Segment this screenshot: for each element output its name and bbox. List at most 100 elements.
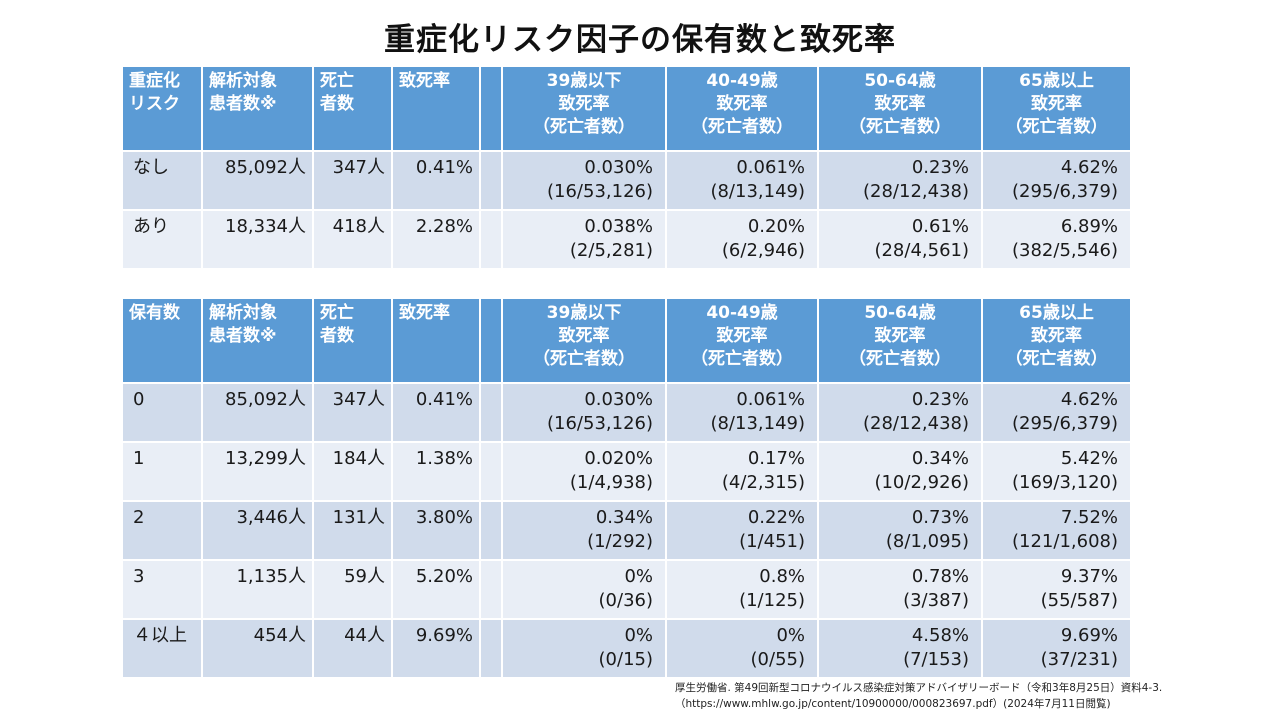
header-age-under-39: 39歳以下 致死率 （死亡者数） — [501, 65, 667, 152]
row-label: 1 — [121, 441, 203, 502]
spacer-cell — [479, 150, 503, 211]
spacer-cell — [479, 209, 503, 270]
age-rate: 0.030% — [584, 389, 653, 410]
age-detail: (10/2,926) — [874, 472, 969, 493]
age-detail: (295/6,379) — [1012, 181, 1118, 202]
age-rate: 5.42% — [1060, 448, 1118, 469]
table-row: 2 3,446人 131人 3.80% 0.34% (1/292) 0.22% (1/451)… — [121, 500, 1132, 561]
age-rate: 4.62% — [1060, 389, 1118, 410]
age-detail: (7/153) — [903, 649, 969, 670]
age-detail: (1/125) — [739, 590, 805, 611]
rate-cell: 1.38% — [391, 441, 481, 502]
table-header: 保有数 解析対象 患者数※ 死亡 者数 致死率 39歳以下 致死率 （死亡者数）… — [121, 297, 1132, 384]
age-rate: 0.061% — [736, 157, 805, 178]
patients-cell: 454人 — [201, 618, 314, 679]
header-deaths: 死亡 者数 — [312, 65, 393, 152]
spacer-cell — [479, 559, 503, 620]
age-detail: (0/55) — [750, 649, 805, 670]
age-detail: (16/53,126) — [547, 413, 653, 434]
header-patients: 解析対象 患者数※ — [201, 297, 314, 384]
age-detail: (0/15) — [598, 649, 653, 670]
risk-presence-table: 重症化 リスク 解析対象 患者数※ 死亡 者数 致死率 39歳以下 致死率 （死… — [121, 65, 1132, 270]
age-detail: (121/1,608) — [1012, 531, 1118, 552]
deaths-cell: 347人 — [312, 382, 393, 443]
age-rate: 0.22% — [747, 507, 805, 528]
header-deaths: 死亡 者数 — [312, 297, 393, 384]
row-label: 2 — [121, 500, 203, 561]
age-detail: (16/53,126) — [547, 181, 653, 202]
age-cell: 0.78% (3/387) — [817, 559, 983, 620]
age-rate: 0.73% — [911, 507, 969, 528]
table-row: あり 18,334人 418人 2.28% 0.038% (2/5,281) 0.20% (6… — [121, 209, 1132, 270]
age-cell: 0% (0/36) — [501, 559, 667, 620]
rate-cell: 0.41% — [391, 382, 481, 443]
age-rate: 0.34% — [911, 448, 969, 469]
age-rate: 0.030% — [584, 157, 653, 178]
age-cell: 0% (0/55) — [665, 618, 819, 679]
source-citation: 厚生労働省. 第49回新型コロナウイルス感染症対策アドバイザリーボード（令和3年… — [675, 680, 1275, 712]
age-detail: (382/5,546) — [1012, 240, 1118, 261]
header-patients: 解析対象 患者数※ — [201, 65, 314, 152]
age-rate: 0.61% — [911, 216, 969, 237]
age-cell: 7.52% (121/1,608) — [981, 500, 1132, 561]
spacer-cell — [479, 618, 503, 679]
table-row: なし 85,092人 347人 0.41% 0.030% (16/53,126) 0.061… — [121, 150, 1132, 211]
age-rate: 0.020% — [584, 448, 653, 469]
header-rate: 致死率 — [391, 65, 481, 152]
header-age-under-39: 39歳以下 致死率 （死亡者数） — [501, 297, 667, 384]
age-detail: (1/292) — [587, 531, 653, 552]
age-detail: (28/12,438) — [863, 413, 969, 434]
age-cell: 0% (0/15) — [501, 618, 667, 679]
age-cell: 0.030% (16/53,126) — [501, 150, 667, 211]
age-rate: 6.89% — [1060, 216, 1118, 237]
header-spacer — [479, 297, 503, 384]
age-cell: 4.62% (295/6,379) — [981, 382, 1132, 443]
age-detail: (28/4,561) — [874, 240, 969, 261]
age-cell: 4.62% (295/6,379) — [981, 150, 1132, 211]
spacer-cell — [479, 382, 503, 443]
age-detail: (4/2,315) — [721, 472, 805, 493]
age-cell: 0.22% (1/451) — [665, 500, 819, 561]
row-label: なし — [121, 150, 203, 211]
age-cell: 0.23% (28/12,438) — [817, 150, 983, 211]
age-detail: (6/2,946) — [721, 240, 805, 261]
risk-count-table: 保有数 解析対象 患者数※ 死亡 者数 致死率 39歳以下 致死率 （死亡者数）… — [121, 297, 1132, 679]
age-cell: 6.89% (382/5,546) — [981, 209, 1132, 270]
patients-cell: 85,092人 — [201, 150, 314, 211]
age-rate: 0.8% — [759, 566, 805, 587]
row-label: 0 — [121, 382, 203, 443]
header-rate: 致死率 — [391, 297, 481, 384]
age-detail: (37/231) — [1040, 649, 1118, 670]
age-rate: 0.78% — [911, 566, 969, 587]
age-cell: 0.20% (6/2,946) — [665, 209, 819, 270]
age-cell: 0.038% (2/5,281) — [501, 209, 667, 270]
deaths-cell: 131人 — [312, 500, 393, 561]
row-label: あり — [121, 209, 203, 270]
table-body: なし 85,092人 347人 0.41% 0.030% (16/53,126) 0.061… — [121, 150, 1132, 270]
header-age-40-49: 40-49歳 致死率 （死亡者数） — [665, 297, 819, 384]
age-cell: 4.58% (7/153) — [817, 618, 983, 679]
table-body: 0 85,092人 347人 0.41% 0.030% (16/53,126) 0.061%… — [121, 382, 1132, 679]
patients-cell: 85,092人 — [201, 382, 314, 443]
age-rate: 0% — [776, 625, 805, 646]
age-cell: 0.61% (28/4,561) — [817, 209, 983, 270]
age-cell: 9.69% (37/231) — [981, 618, 1132, 679]
patients-cell: 3,446人 — [201, 500, 314, 561]
table-row: 3 1,135人 59人 5.20% 0% (0/36) 0.8% (1/125) 0.78% (… — [121, 559, 1132, 620]
age-detail: (0/36) — [598, 590, 653, 611]
table-row: 1 13,299人 184人 1.38% 0.020% (1/4,938) 0.17% (4/… — [121, 441, 1132, 502]
age-cell: 0.23% (28/12,438) — [817, 382, 983, 443]
age-rate: 0.23% — [911, 157, 969, 178]
age-cell: 0.061% (8/13,149) — [665, 150, 819, 211]
age-rate: 0% — [624, 625, 653, 646]
rate-cell: 5.20% — [391, 559, 481, 620]
page-title: 重症化リスク因子の保有数と致死率 — [384, 22, 896, 58]
age-cell: 0.061% (8/13,149) — [665, 382, 819, 443]
header-age-65-over: 65歳以上 致死率 （死亡者数） — [981, 65, 1132, 152]
table-row: 0 85,092人 347人 0.41% 0.030% (16/53,126) 0.061%… — [121, 382, 1132, 443]
age-cell: 9.37% (55/587) — [981, 559, 1132, 620]
row-label: ４以上 — [121, 618, 203, 679]
deaths-cell: 184人 — [312, 441, 393, 502]
age-rate: 0.34% — [595, 507, 653, 528]
age-rate: 0.17% — [747, 448, 805, 469]
